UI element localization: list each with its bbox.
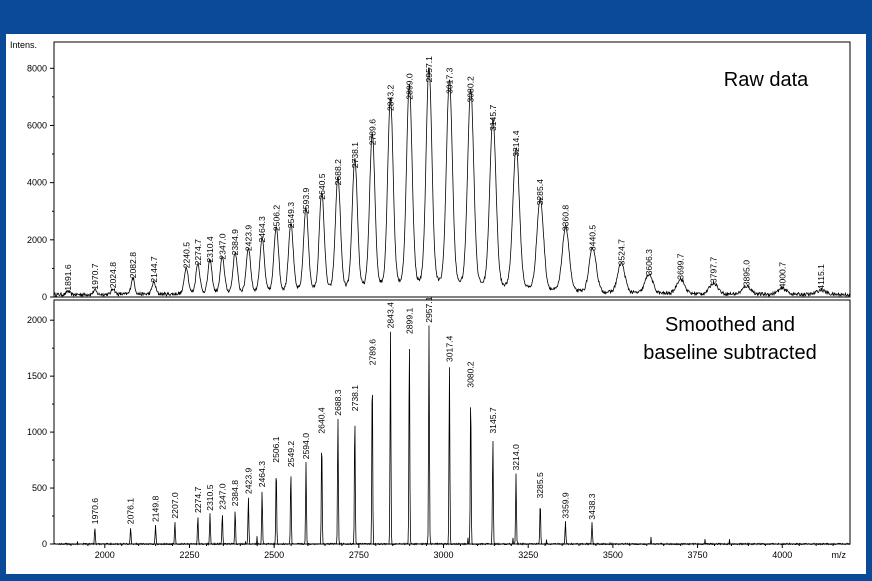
x-tick-label: 2500: [264, 550, 284, 560]
peak-label: 4115.1: [816, 264, 826, 290]
y-tick-label: 0: [42, 292, 47, 302]
smoothed-annotation-line: baseline subtracted: [643, 342, 816, 364]
y-tick-label: 1500: [27, 371, 47, 381]
peak-label: 2789.6: [367, 339, 377, 366]
right-border: [866, 34, 872, 574]
peak-label: 3214.4: [511, 130, 521, 157]
peak-label: 2347.0: [217, 233, 227, 260]
x-tick-label: 3750: [688, 550, 708, 560]
peak-label: 1970.7: [90, 263, 100, 290]
x-tick-label: 3000: [434, 550, 454, 560]
peak-label: 2274.7: [193, 486, 203, 513]
peak-label: 3360.8: [561, 205, 571, 232]
y-tick-label: 2000: [27, 235, 47, 245]
peak-label: 2506.1: [271, 436, 281, 463]
smoothed-annotation-line: Smoothed and: [665, 314, 795, 336]
y-tick-label: 8000: [27, 63, 47, 73]
peak-label: 2310.4: [205, 236, 215, 263]
peak-label: 3606.3: [644, 249, 654, 276]
peak-label: 2076.1: [126, 498, 136, 525]
y-tick-label: 2000: [27, 315, 47, 325]
x-tick-label: 3500: [603, 550, 623, 560]
y-tick-label: 6000: [27, 120, 47, 130]
peak-label: 2464.3: [257, 461, 267, 488]
x-tick-label: 2250: [179, 550, 199, 560]
peak-label: 3017.4: [444, 335, 454, 362]
peak-label: 1970.6: [90, 498, 100, 525]
peak-label: 2207.0: [170, 492, 180, 519]
peak-label: 2149.8: [151, 495, 161, 522]
peak-label: 3438.3: [587, 493, 597, 520]
y-tick-label: 4000: [27, 178, 47, 188]
y-axis-label: Intens.: [10, 40, 37, 50]
peak-label: 3440.5: [588, 225, 598, 252]
peak-label: 2549.2: [286, 441, 296, 468]
peak-label: 3895.0: [742, 260, 752, 287]
plot-frame: [53, 41, 851, 298]
peak-label: 2024.8: [108, 262, 118, 289]
peak-label: 2347.0: [217, 483, 227, 510]
peak-label: 2240.5: [181, 242, 191, 269]
peak-label: 3359.9: [560, 492, 570, 519]
peak-label: 2423.9: [243, 467, 253, 494]
peak-label: 2144.7: [149, 256, 159, 283]
x-tick-label: 2000: [95, 550, 115, 560]
raw-data-annotation: Raw data: [724, 69, 809, 91]
mass-spectrum-chart: 0 2000 4000 6000 8000 Intens. 1891.6 1970.7 2024…: [10, 40, 851, 560]
peak-label: 3524.7: [616, 239, 626, 266]
peak-label: 2899.0: [404, 73, 414, 100]
peak-label: 2899.1: [404, 307, 414, 334]
y-tick-label: 0: [42, 539, 47, 549]
header-bar: [0, 0, 872, 34]
peak-label: 2423.9: [243, 225, 253, 252]
peak-label: 2738.1: [350, 385, 360, 412]
peak-label: 2384.9: [230, 229, 240, 256]
footer-bar: [0, 574, 872, 581]
peak-label: 3080.2: [466, 361, 476, 388]
peak-label: 2640.5: [317, 173, 327, 200]
y-tick-label: 1000: [27, 427, 47, 437]
peak-label: 2957.1: [424, 56, 434, 83]
peak-label: 3214.0: [511, 444, 521, 471]
peak-label: 2738.1: [350, 142, 360, 169]
peak-label: 3017.3: [444, 67, 454, 94]
peak-label: 2549.3: [286, 202, 296, 229]
x-tick-label: 4000: [772, 550, 792, 560]
peak-label: 2593.9: [301, 187, 311, 214]
peak-label: 2310.5: [205, 484, 215, 511]
peak-label: 2843.4: [386, 302, 396, 329]
peak-label: 3797.7: [709, 257, 719, 284]
peak-label: 1891.6: [63, 264, 73, 291]
peak-label: 3699.7: [676, 253, 686, 280]
peak-label: 2688.3: [333, 389, 343, 416]
peak-label: 2274.7: [193, 239, 203, 266]
peak-label: 2789.6: [367, 119, 377, 146]
x-axis-label: m/z: [832, 550, 847, 560]
chart-panel: 0 2000 4000 6000 8000 Intens. 1891.6 1970.7 2024…: [6, 34, 866, 574]
peak-label: 2957.1: [424, 296, 434, 323]
peak-label: 2464.3: [257, 216, 267, 243]
bottom-plot: 0 500 1000 1500 2000 2000 2250 2500 2750 3000 3250…: [27, 296, 851, 560]
x-tick-label: 3250: [518, 550, 538, 560]
raw-spectrum-trace: [53, 67, 851, 298]
peak-label: 2506.2: [271, 205, 281, 232]
smoothed-spectrum-trace: [54, 325, 851, 547]
peak-label: 2843.2: [385, 84, 395, 111]
peak-label: 2594.0: [301, 433, 311, 460]
peak-label: 3080.2: [466, 76, 476, 103]
peak-label: 3285.4: [535, 179, 545, 206]
peak-label: 3285.5: [535, 472, 545, 499]
top-plot: 0 2000 4000 6000 8000 Intens. 1891.6 1970.7 2024…: [10, 40, 851, 302]
peak-label: 2688.2: [333, 159, 343, 186]
peak-label: 3145.7: [488, 407, 498, 434]
peak-label: 2640.4: [317, 407, 327, 434]
peak-label: 2082.8: [128, 252, 138, 279]
left-border: [0, 34, 6, 574]
peak-label: 4000.7: [778, 262, 788, 289]
peak-label: 2384.8: [230, 480, 240, 507]
x-tick-label: 2750: [349, 550, 369, 560]
peak-label: 3145.7: [488, 104, 498, 131]
y-tick-label: 500: [32, 483, 47, 493]
